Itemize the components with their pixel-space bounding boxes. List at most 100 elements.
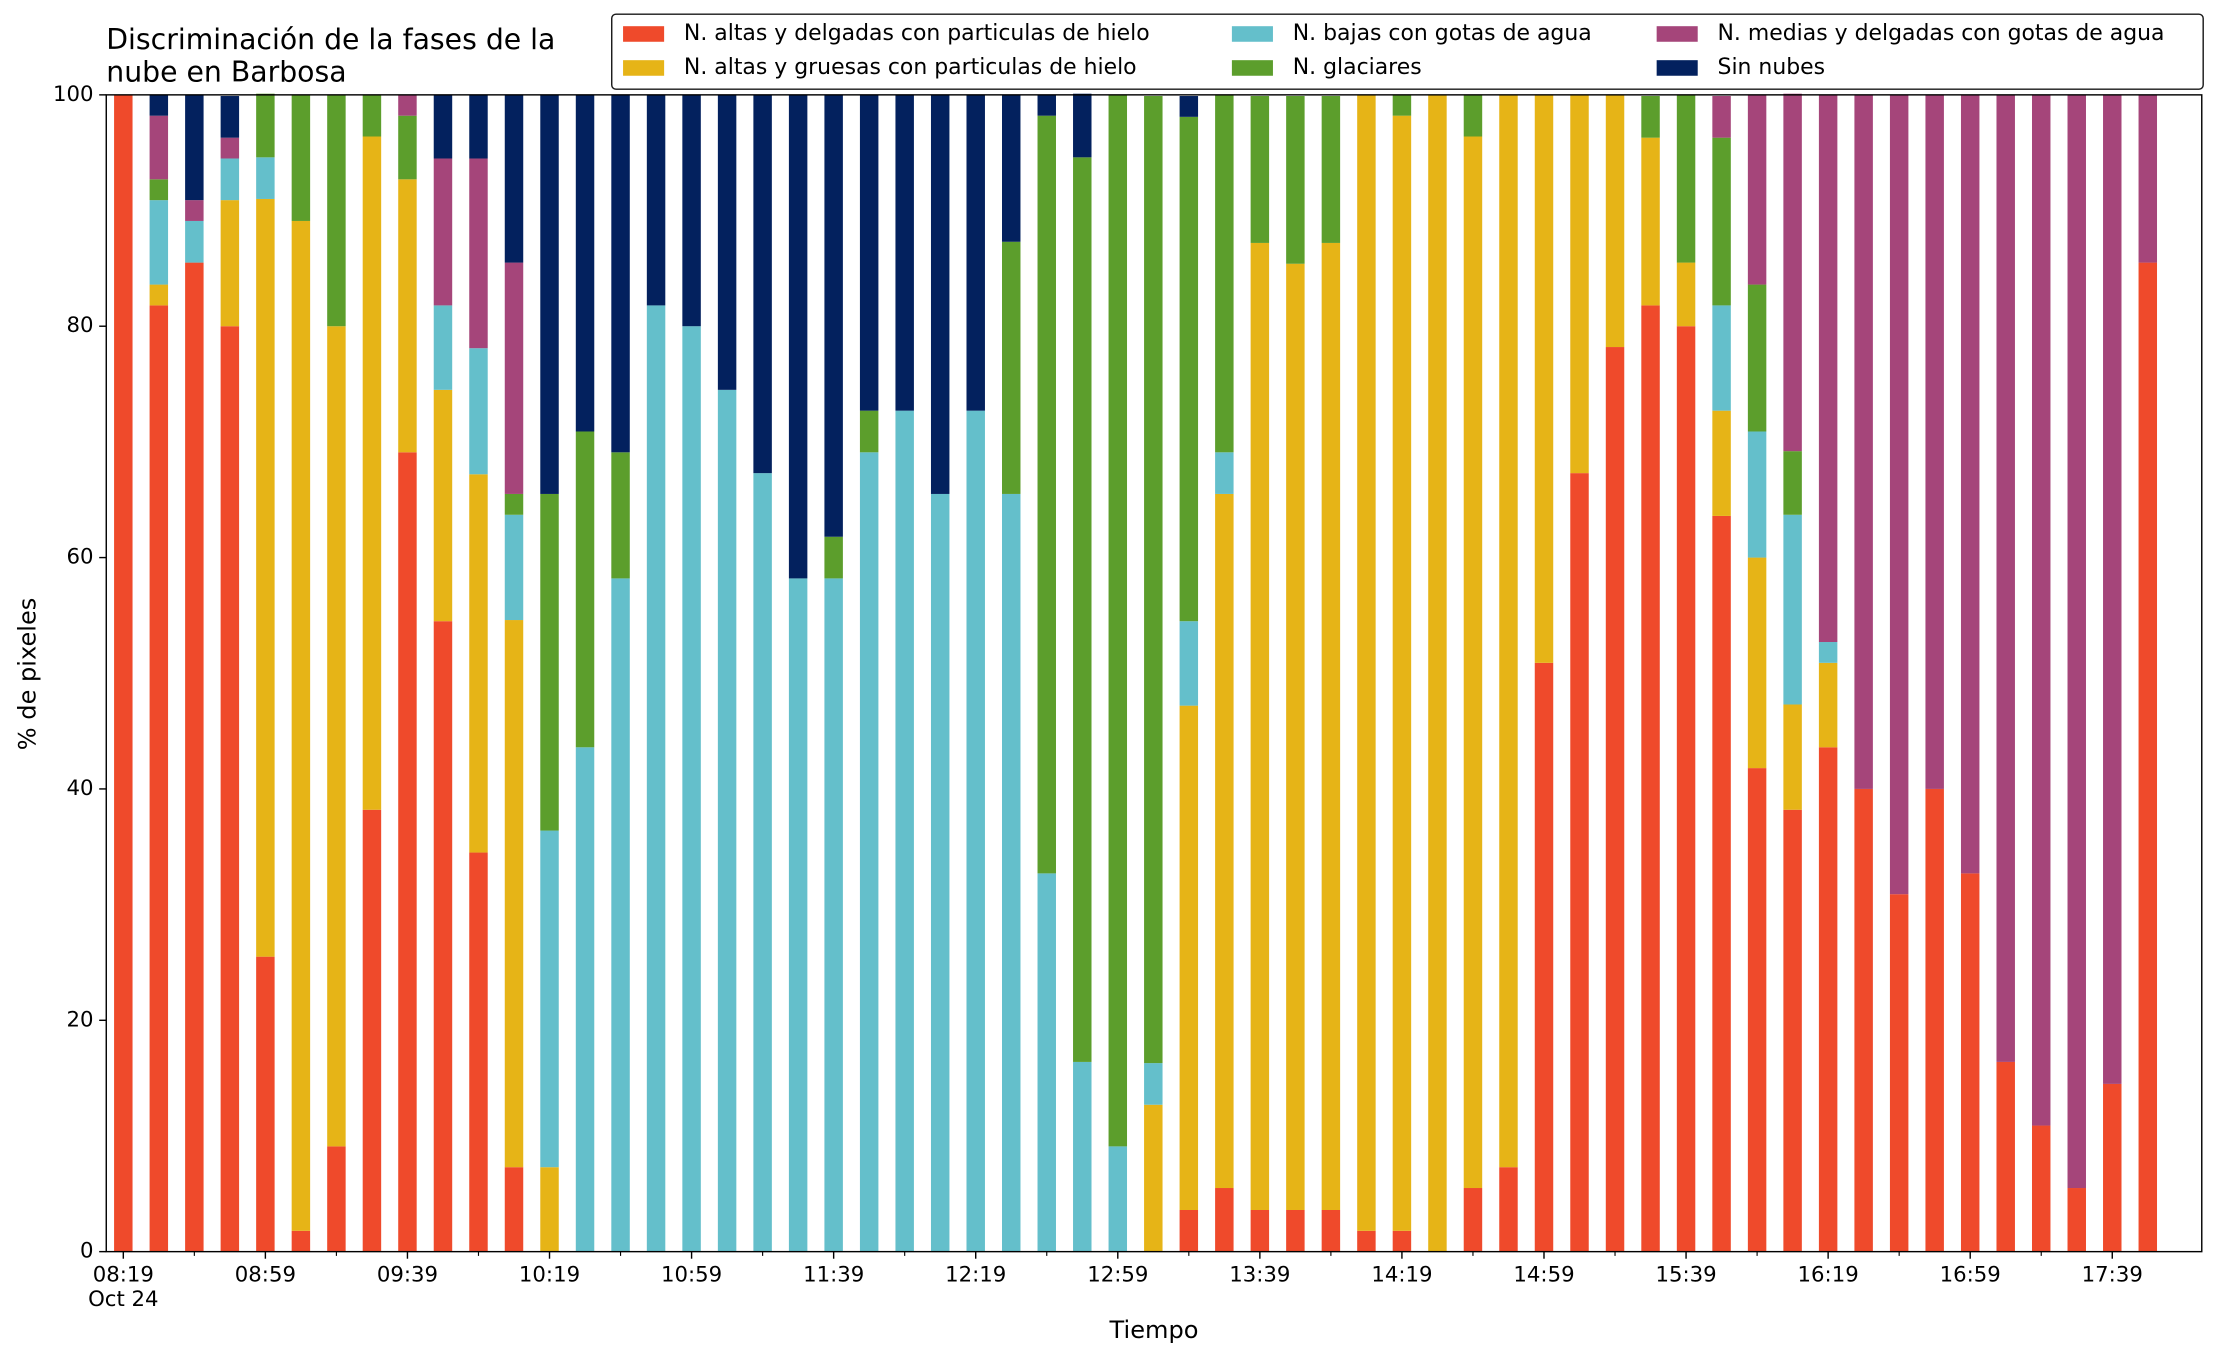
bar-segment <box>1002 493 1021 1252</box>
bar-segment <box>717 94 737 390</box>
bar-segment <box>327 94 346 327</box>
bar-segment <box>433 305 453 390</box>
bar-segment <box>1818 747 1838 1252</box>
bar-segment <box>1002 241 1021 494</box>
bar-segment <box>1747 284 1767 432</box>
x-tick-label: 13:39 <box>1229 1263 1290 1288</box>
bar-segment <box>1357 1230 1376 1252</box>
bar-segment <box>682 326 701 1252</box>
bar-segment <box>1037 94 1056 116</box>
bar-segment <box>1960 94 1980 874</box>
bar-segment <box>1179 116 1199 622</box>
legend-swatch <box>1656 26 1698 42</box>
bar-segment <box>1641 96 1660 138</box>
bar-segment <box>1321 96 1341 243</box>
bar-segment <box>2103 94 2122 1084</box>
bar-segment <box>291 1230 311 1252</box>
bar-segment <box>1392 94 1412 116</box>
bar-segment <box>1818 662 1838 748</box>
bar-segment <box>1854 788 1873 1252</box>
bar-segment <box>220 326 240 1252</box>
bar-segment <box>433 389 453 622</box>
bar-segment <box>362 136 382 810</box>
bar-segment <box>540 94 559 494</box>
bar-segment <box>469 852 488 1252</box>
x-tick-label: 10:19 <box>519 1263 580 1288</box>
bar-segment <box>859 452 879 1252</box>
bar-segment <box>1783 451 1802 515</box>
bar-segment <box>1250 242 1270 1210</box>
bar-segment <box>1321 1209 1341 1252</box>
bar-segment <box>469 94 488 159</box>
bar-segment <box>469 474 488 853</box>
bar-segment <box>575 747 595 1252</box>
bar-segment <box>504 262 524 494</box>
bar-segment <box>1108 1146 1128 1252</box>
bar-segment <box>2031 1125 2051 1252</box>
bar-segment <box>1676 326 1696 1252</box>
bar-segment <box>1783 514 1802 705</box>
bar-segment <box>2103 1083 2122 1252</box>
bar-segment <box>1108 94 1128 1147</box>
bar-segment <box>1463 1188 1483 1252</box>
x-tick-label: 10:59 <box>661 1263 722 1288</box>
bar-segment <box>149 200 169 285</box>
bar-segment <box>1215 94 1234 453</box>
bar-segment <box>788 94 808 579</box>
x-tick-label: 14:19 <box>1371 1263 1432 1288</box>
bar-segment <box>1783 809 1802 1252</box>
bar-segment <box>1037 115 1056 874</box>
bar-segment <box>575 94 595 432</box>
bar-segment <box>1996 1061 2015 1252</box>
bar-segment <box>362 94 382 137</box>
bar-segment <box>398 179 417 453</box>
bar-segment <box>149 284 169 306</box>
bar-segment <box>185 262 204 1252</box>
bar-segment <box>1499 94 1518 1168</box>
bar-segment <box>149 305 169 1252</box>
bar-segment <box>859 94 879 411</box>
bar-segment <box>646 94 666 306</box>
bar-segment <box>540 830 559 1168</box>
x-date-label: Oct 24 <box>88 1287 158 1312</box>
x-tick-label: 08:19 <box>93 1263 154 1288</box>
y-tick-label: 60 <box>67 545 94 570</box>
x-tick-label: 16:19 <box>1798 1263 1859 1288</box>
bar-segment <box>1215 493 1234 1189</box>
legend-swatch <box>623 26 665 42</box>
x-tick-label: 09:39 <box>377 1263 438 1288</box>
bar-segment <box>1712 410 1731 516</box>
bar-segment <box>1854 94 1873 789</box>
bar-segment <box>859 410 879 453</box>
x-tick-label: 15:39 <box>1655 1263 1716 1288</box>
bar-segment <box>1499 1167 1518 1252</box>
bar-segment <box>504 1167 524 1252</box>
y-tick-label: 40 <box>67 776 94 801</box>
y-tick-label: 20 <box>67 1007 94 1032</box>
bar-segment <box>1641 305 1660 1252</box>
x-tick-label: 16:59 <box>1940 1263 2001 1288</box>
bar-segment <box>1747 557 1767 769</box>
bar-segment <box>1250 96 1270 243</box>
bar-segment <box>256 157 275 199</box>
legend-label: N. altas y delgadas con particulas de hi… <box>684 21 1150 46</box>
bar-segment <box>398 452 417 1252</box>
bar-segment <box>1783 93 1802 452</box>
bar-segment <box>1747 768 1767 1252</box>
bar-segment <box>966 94 985 411</box>
bar-segment <box>611 452 630 579</box>
bar-segment <box>220 96 240 138</box>
bar-segment <box>1925 788 1944 1252</box>
x-axis-label: Tiempo <box>1109 1316 1199 1344</box>
bar-segment <box>753 94 772 474</box>
legend-label: Sin nubes <box>1718 55 1826 80</box>
bar-segment <box>824 578 843 1252</box>
bar-segment <box>433 94 453 159</box>
bar-segment <box>1534 662 1554 1252</box>
bar-segment <box>469 158 488 349</box>
bar-segment <box>1818 94 1838 643</box>
bar-segment <box>1996 94 2015 1062</box>
bar-segment <box>575 431 595 748</box>
bar-segment <box>469 348 488 475</box>
